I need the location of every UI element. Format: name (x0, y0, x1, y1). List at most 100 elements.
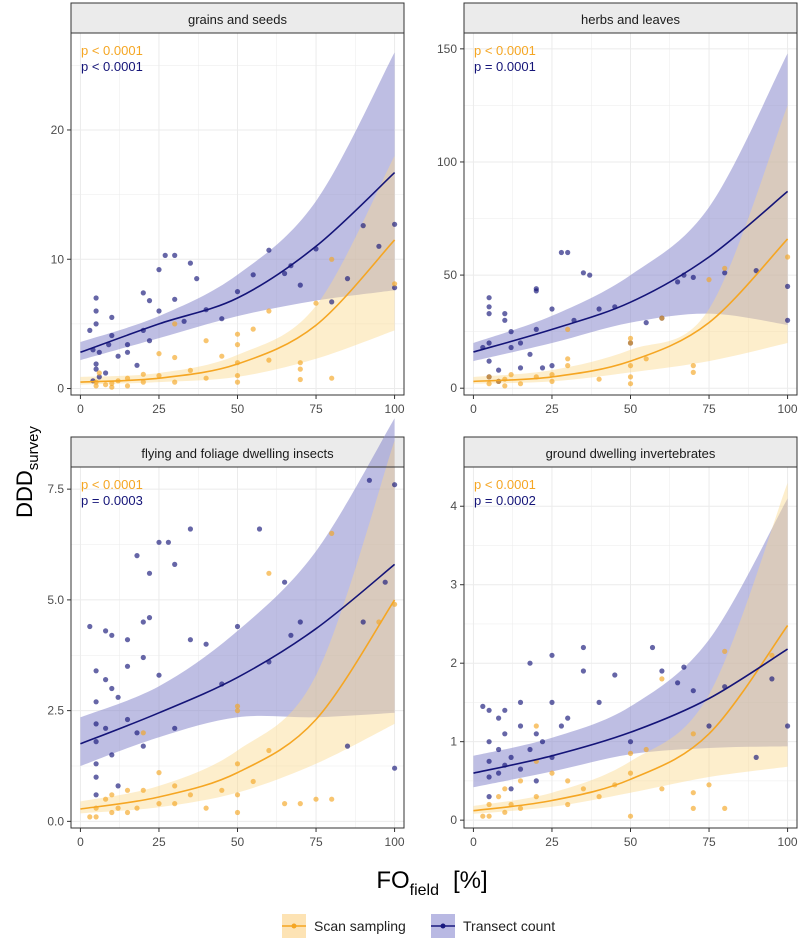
data-point-scan (124, 809, 131, 816)
data-point-scan (722, 805, 728, 812)
data-point-transect (533, 778, 539, 784)
panel-2: herbs and leaves 0 25 50 75 100 0 50 100 150 p < 0… (437, 2, 798, 416)
data-point-transect (93, 361, 99, 367)
x-axis-label-sub: field (410, 882, 439, 899)
data-point-transect (675, 279, 681, 285)
data-point-transect (115, 783, 121, 789)
data-point-transect (134, 553, 140, 559)
pvalue-scan: p < 0.0001 (81, 43, 143, 58)
data-point-transect (282, 579, 288, 585)
data-point-transect (360, 619, 366, 625)
y-tick-label: 10 (51, 252, 65, 266)
data-point-transect (124, 663, 131, 669)
y-tick-label: 0 (450, 381, 457, 395)
data-point-transect (517, 365, 524, 371)
points-scan (486, 254, 791, 389)
data-point-transect (502, 317, 508, 323)
data-point-transect (187, 260, 193, 266)
data-point-transect (187, 526, 193, 532)
data-point-transect (124, 349, 131, 355)
data-point-transect (156, 267, 162, 273)
data-point-transect (382, 579, 388, 585)
data-point-scan (234, 331, 241, 337)
data-point-scan (266, 747, 272, 754)
y-tick-label: 2.5 (47, 704, 64, 718)
data-point-transect (392, 221, 398, 227)
data-point-transect (681, 664, 687, 670)
legend-point-transect (440, 923, 446, 929)
data-point-scan (502, 786, 508, 792)
legend-label-transect: Transect count (463, 918, 555, 934)
data-point-scan (234, 342, 241, 348)
data-point-transect (517, 766, 524, 772)
data-point-scan (234, 809, 241, 816)
pvalue-transect: p = 0.0003 (81, 493, 143, 508)
x-axis-label-unit: [%] (453, 867, 488, 894)
data-point-scan (502, 383, 508, 389)
axes: 0 25 50 75 100 0 10 20 (51, 123, 405, 416)
data-point-scan (250, 326, 256, 332)
data-point-transect (549, 363, 555, 369)
data-point-transect (140, 654, 146, 661)
x-tick-label: 75 (309, 402, 323, 416)
y-axis-label-sub: survey (25, 426, 42, 471)
pvalue-transect: p < 0.0001 (81, 59, 143, 74)
y-tick-label: 3 (450, 578, 457, 592)
data-point-transect (496, 715, 502, 721)
y-tick-label: 4 (450, 499, 457, 513)
data-point-transect (109, 632, 115, 638)
data-point-transect (627, 739, 634, 745)
data-point-transect (87, 623, 93, 630)
data-point-transect (109, 752, 115, 758)
data-point-scan (297, 376, 303, 383)
data-point-scan (219, 787, 225, 793)
data-point-transect (187, 637, 193, 643)
data-point-scan (203, 375, 209, 381)
data-point-scan (533, 794, 539, 800)
confidence-band-transect (80, 418, 395, 766)
y-tick-label: 20 (51, 123, 65, 137)
data-point-scan (785, 254, 791, 260)
data-point-transect (539, 365, 546, 371)
data-point-scan (596, 794, 602, 800)
data-point-transect (539, 739, 546, 745)
data-point-transect (706, 723, 712, 729)
data-point-transect (533, 286, 539, 292)
data-point-transect (156, 539, 162, 545)
data-point-scan (156, 373, 162, 379)
data-point-transect (565, 715, 571, 721)
data-point-transect (134, 362, 140, 368)
data-point-transect (181, 318, 187, 324)
data-point-transect (486, 707, 492, 713)
data-point-scan (93, 383, 99, 389)
panel-strip (463, 436, 798, 468)
x-tick-label: 100 (385, 835, 405, 849)
confidence-band-transect (473, 498, 788, 788)
data-point-scan (722, 648, 728, 655)
data-point-scan (234, 379, 241, 385)
points-transect (480, 644, 791, 800)
data-point-transect (502, 311, 508, 317)
data-point-transect (558, 723, 565, 729)
data-point-transect (649, 644, 656, 651)
points-scan (480, 648, 775, 819)
data-point-scan (234, 373, 241, 379)
data-point-transect (533, 731, 539, 737)
data-point-scan (172, 379, 178, 385)
data-point-transect (496, 770, 502, 776)
axes: 0 25 50 75 100 0 50 100 150 (437, 42, 798, 416)
data-point-transect (376, 243, 382, 249)
data-point-scan (115, 805, 121, 811)
data-point-scan (172, 783, 178, 789)
data-point-transect (690, 274, 696, 280)
data-point-transect (106, 342, 112, 348)
data-point-scan (124, 375, 131, 381)
panel-title: herbs and leaves (581, 12, 681, 27)
data-point-transect (124, 342, 131, 348)
panel-strip (70, 2, 405, 34)
x-axis-label: FOfield [%] (376, 867, 487, 899)
data-point-transect (93, 699, 99, 705)
data-point-transect (93, 739, 99, 745)
x-axis-label-main: FO (376, 867, 409, 894)
